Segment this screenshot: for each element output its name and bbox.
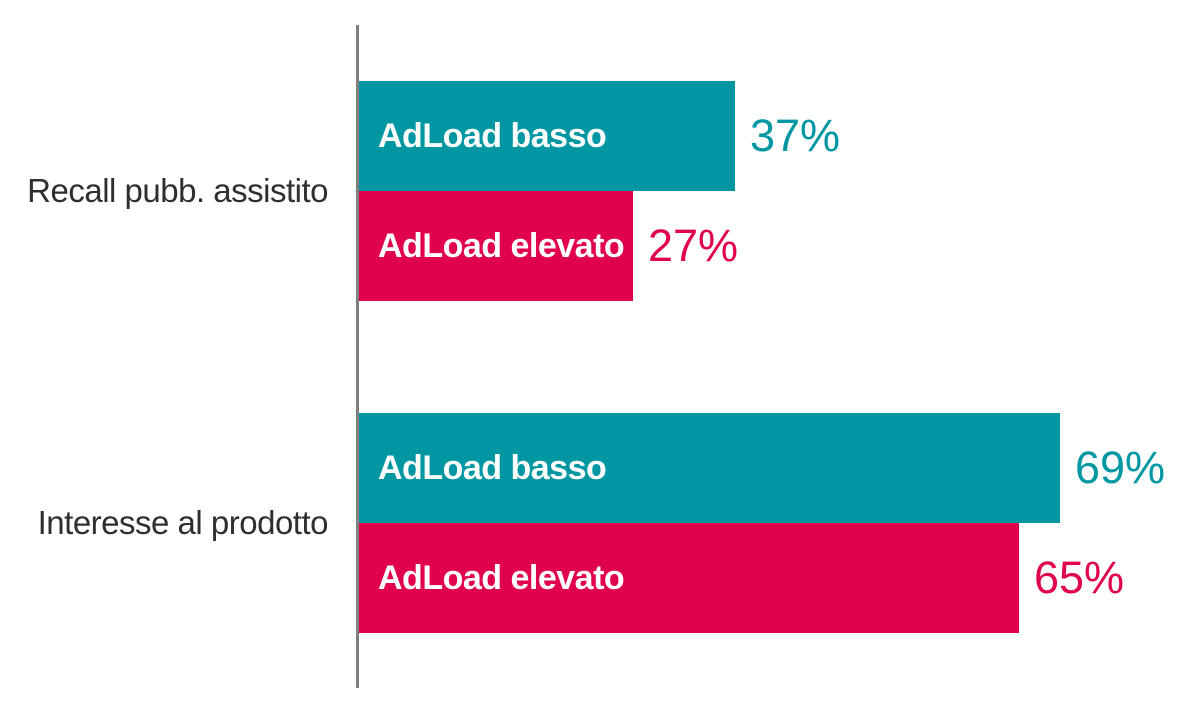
bar-interesse-adload-basso: AdLoad basso [359,413,1060,523]
value-label-interesse-adload-elevato: 65% [1034,552,1125,603]
bar-series-label: AdLoad elevato [378,558,625,597]
bar-series-label: AdLoad elevato [378,226,625,265]
bar-interesse-adload-elevato: AdLoad elevato [359,523,1019,633]
bar-row-interesse-adload-basso: AdLoad basso 69% [359,413,1165,523]
bar-series-label: AdLoad basso [378,116,607,155]
bar-recall-adload-basso: AdLoad basso [359,81,735,191]
y-axis-line [356,25,359,688]
value-label-recall-adload-elevato: 27% [648,220,739,271]
category-label-interesse-al-prodotto: Interesse al prodotto [37,504,329,541]
bar-row-recall-adload-basso: AdLoad basso 37% [359,81,840,191]
bar-row-interesse-adload-elevato: AdLoad elevato 65% [359,523,1124,633]
bar-series-label: AdLoad basso [378,448,607,487]
value-label-interesse-adload-basso: 69% [1075,442,1166,493]
bar-row-recall-adload-elevato: AdLoad elevato 27% [359,191,738,301]
category-label-recall-pubb-assistito: Recall pubb. assistito [27,172,328,209]
bar-recall-adload-elevato: AdLoad elevato [359,191,633,301]
value-label-recall-adload-basso: 37% [750,110,841,161]
